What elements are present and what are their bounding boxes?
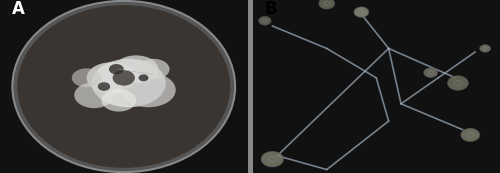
Ellipse shape [86,62,136,93]
Circle shape [112,70,135,86]
Circle shape [480,45,490,52]
Ellipse shape [122,73,176,107]
Circle shape [109,64,124,74]
Ellipse shape [92,59,166,107]
Circle shape [261,151,283,167]
Text: A: A [12,0,25,18]
Ellipse shape [102,89,136,112]
Circle shape [258,16,271,25]
Text: B: B [265,0,278,18]
Ellipse shape [114,55,158,83]
Circle shape [461,128,479,142]
Ellipse shape [72,68,102,87]
Ellipse shape [138,59,170,80]
Circle shape [424,68,438,78]
Ellipse shape [18,5,230,168]
Circle shape [98,82,110,91]
Ellipse shape [12,1,235,172]
Circle shape [448,76,468,90]
Circle shape [138,74,148,81]
Ellipse shape [74,82,114,108]
Circle shape [319,0,334,9]
Circle shape [354,7,369,17]
